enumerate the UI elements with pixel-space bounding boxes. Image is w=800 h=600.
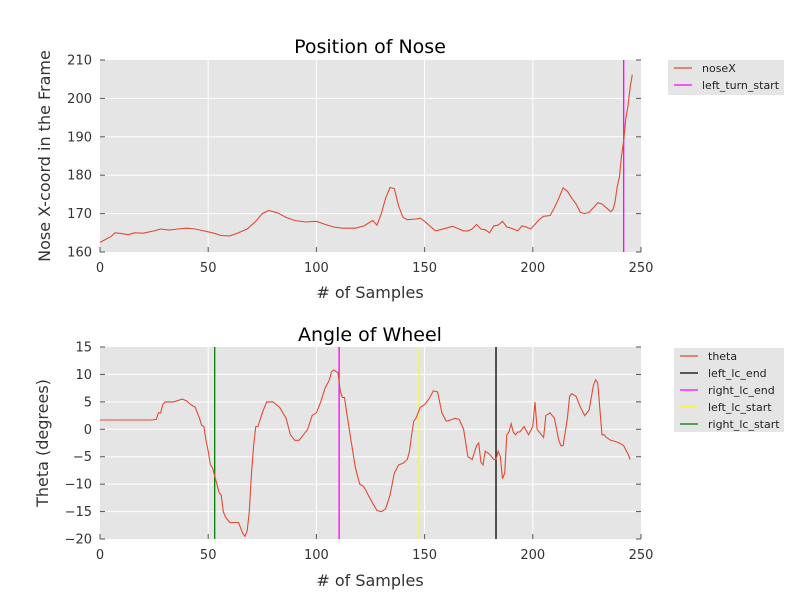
x-tick-labels: 0 50 100 150 200 250 <box>96 548 654 563</box>
y-tick-label: 210 <box>67 54 92 69</box>
y-tick-label: 190 <box>67 130 92 145</box>
x-axis-label: # of Samples <box>316 283 423 302</box>
legend-label: left_turn_start <box>702 79 780 92</box>
legend-label: left_lc_end <box>708 367 767 380</box>
legend-label: right_lc_start <box>708 418 780 431</box>
x-axis-label: # of Samples <box>316 571 423 590</box>
x-tick-label: 200 <box>520 548 545 563</box>
chart-title: Angle of Wheel <box>298 324 442 346</box>
legend: noseX left_turn_start <box>668 60 784 95</box>
x-tick-labels: 0 50 100 150 200 250 <box>96 261 654 276</box>
x-tick-label: 250 <box>629 261 654 276</box>
x-tick-label: 0 <box>96 261 104 276</box>
y-tick-label: 180 <box>67 169 92 184</box>
y-tick-label: 200 <box>67 92 92 107</box>
wheel-angle-chart: 0 50 100 150 200 250 −20 −15 −10 −5 0 5 10 15 Angle … <box>33 324 784 590</box>
grid <box>99 346 642 540</box>
nose-position-chart: 0 50 100 150 200 250 160 170 180 190 200 210 Posit… <box>35 36 784 302</box>
series-line-noseX <box>99 74 633 243</box>
y-tick-labels: 160 170 180 190 200 210 <box>67 54 92 261</box>
y-tick-label: −5 <box>73 450 92 465</box>
y-axis-label: Nose X-coord in the Frame <box>35 50 54 262</box>
legend-box <box>668 60 784 95</box>
legend-label: left_lc_start <box>708 401 772 414</box>
x-tick-label: 150 <box>412 261 437 276</box>
plot-background <box>100 60 641 252</box>
series-line-theta <box>100 369 631 538</box>
y-tick-label: 0 <box>84 423 92 438</box>
y-tick-label: 5 <box>84 395 92 410</box>
legend: theta left_lc_end right_lc_end left_lc_star… <box>674 348 784 432</box>
x-tick-label: 250 <box>629 548 654 563</box>
plot-background <box>100 347 641 539</box>
legend-label: noseX <box>702 62 736 75</box>
y-tick-label: −20 <box>65 533 92 548</box>
chart-title: Position of Nose <box>294 36 446 58</box>
legend-label: right_lc_end <box>708 384 775 397</box>
x-tick-label: 50 <box>200 261 217 276</box>
x-tick-label: 100 <box>304 261 329 276</box>
x-tick-label: 100 <box>304 548 329 563</box>
legend-label: theta <box>708 350 737 363</box>
series-group <box>99 74 633 243</box>
y-tick-labels: −20 −15 −10 −5 0 5 10 15 <box>65 341 92 548</box>
y-tick-label: 10 <box>75 368 92 383</box>
y-tick-label: 170 <box>67 207 92 222</box>
y-tick-label: −15 <box>65 505 92 520</box>
y-axis-label: Theta (degrees) <box>33 379 52 508</box>
y-tick-label: −10 <box>65 478 92 493</box>
series-group <box>100 369 631 538</box>
y-tick-label: 15 <box>75 341 92 356</box>
x-tick-label: 200 <box>520 261 545 276</box>
x-tick-label: 0 <box>96 548 104 563</box>
x-tick-label: 50 <box>200 548 217 563</box>
y-tick-label: 160 <box>67 246 92 261</box>
x-tick-label: 150 <box>412 548 437 563</box>
